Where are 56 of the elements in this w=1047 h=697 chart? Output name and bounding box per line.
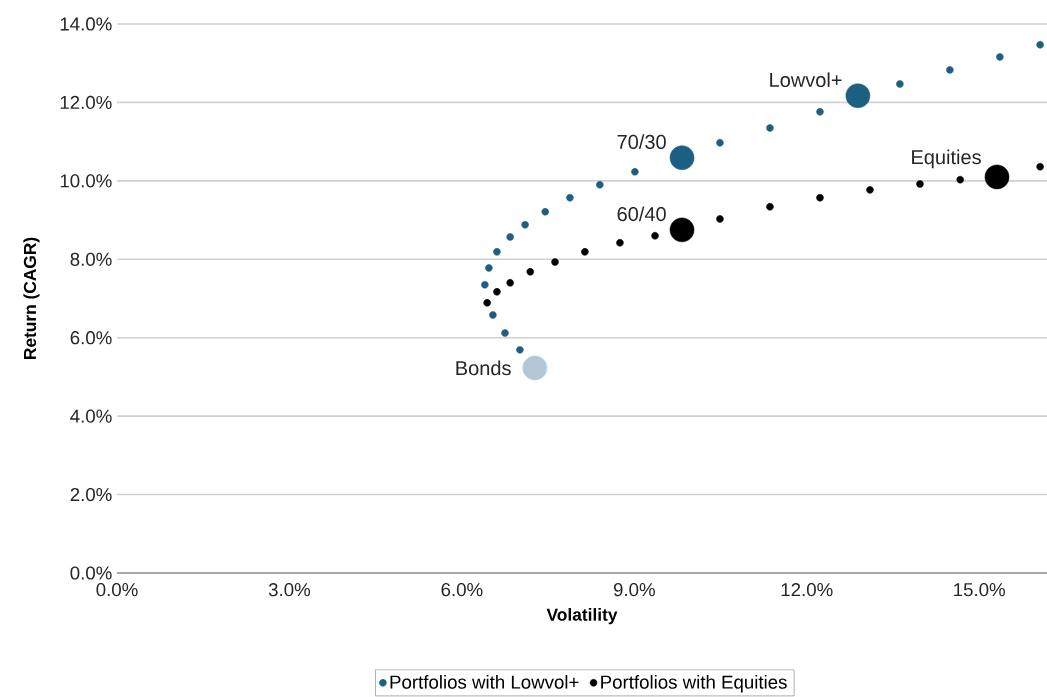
point — [896, 80, 904, 88]
point — [766, 124, 774, 132]
x-tick-label: 12.0% — [781, 583, 833, 597]
x-tick-label: 9.0% — [613, 583, 655, 597]
point — [522, 355, 548, 381]
y-tick-label: 12.0% — [60, 95, 112, 110]
point — [489, 311, 497, 319]
point — [493, 288, 501, 296]
point — [566, 193, 574, 202]
annotation: 60/40 — [617, 206, 666, 222]
y-tick-label: 4.0% — [70, 409, 112, 423]
point — [521, 221, 529, 229]
annotation: Bonds — [456, 360, 511, 376]
x-tick-label: 0.0% — [96, 583, 138, 597]
y-tick-label: 14.0% — [60, 17, 112, 31]
y-tick-label: 2.0% — [70, 487, 112, 502]
point — [616, 239, 624, 247]
point — [651, 232, 659, 240]
point — [526, 268, 535, 276]
annotation: Lowvol+ — [770, 72, 842, 88]
point — [501, 329, 509, 337]
point — [866, 186, 874, 194]
point — [816, 108, 824, 116]
point — [493, 248, 501, 256]
point — [956, 175, 964, 184]
y-tick-label: 8.0% — [70, 252, 112, 266]
x-tick-label: 3.0% — [268, 583, 311, 597]
point — [506, 233, 514, 241]
point — [551, 258, 559, 266]
x-axis-title: Volatility — [546, 608, 618, 625]
point — [481, 281, 489, 289]
point — [916, 180, 924, 188]
point — [596, 181, 604, 189]
point — [483, 299, 491, 307]
x-tick-label: 15.0% — [954, 583, 1005, 597]
point — [506, 279, 514, 287]
y-axis-title: Return (CAGR) — [23, 237, 40, 359]
annotation: Equities — [912, 149, 981, 169]
point — [766, 203, 774, 211]
x-tick-label: 6.0% — [441, 583, 483, 597]
y-tick-label: 6.0% — [70, 331, 112, 345]
point — [581, 248, 589, 256]
legend-label: Portfolios with Lowvol+ — [390, 675, 579, 689]
point — [631, 168, 639, 176]
point — [716, 139, 724, 147]
annotation: 70/30 — [617, 134, 666, 149]
y-tick-label: 10.0% — [60, 174, 112, 188]
point — [946, 66, 954, 74]
point — [816, 193, 824, 202]
point — [485, 264, 493, 272]
point — [996, 53, 1004, 61]
point — [516, 346, 524, 354]
point — [716, 215, 724, 223]
y-tick-label: 0.0% — [70, 566, 112, 580]
point — [541, 208, 549, 216]
legend-label: Portfolios with Equities — [601, 675, 787, 693]
